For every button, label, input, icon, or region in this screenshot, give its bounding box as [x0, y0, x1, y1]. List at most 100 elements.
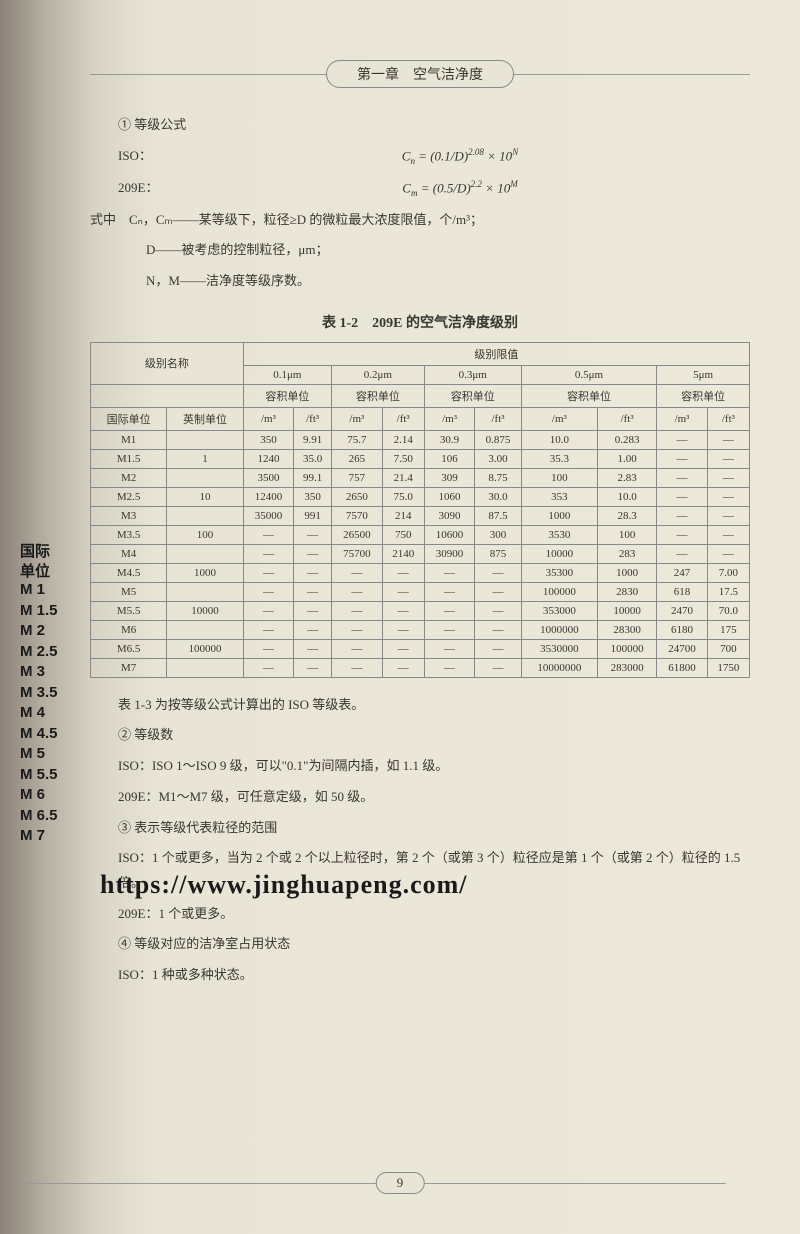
- overlay-row-label: M 6: [20, 787, 58, 808]
- section-2-title: ② 等级数: [90, 723, 750, 748]
- overlay-header: 国际单位: [20, 542, 58, 582]
- u-m3-4: /m³: [657, 407, 708, 430]
- cell-value: 1240: [243, 449, 294, 468]
- cell-value: 70.0: [707, 601, 749, 620]
- cell-value: —: [294, 544, 332, 563]
- cell-value: —: [243, 563, 294, 582]
- cell-value: —: [332, 620, 383, 639]
- u-m3-3: /m³: [521, 407, 597, 430]
- cell-value: —: [243, 658, 294, 677]
- cell-value: 1750: [707, 658, 749, 677]
- cell-value: —: [657, 525, 708, 544]
- cell-value: 1060: [424, 487, 475, 506]
- cell-value: —: [382, 563, 424, 582]
- overlay-row-label: M 2.5: [20, 644, 58, 665]
- cell-value: —: [424, 582, 475, 601]
- cell-eng: 100000: [167, 639, 243, 658]
- size-4: 5μm: [657, 365, 750, 384]
- cell-value: —: [657, 544, 708, 563]
- page-number-value: 9: [376, 1172, 425, 1194]
- cell-value: 100000: [521, 582, 597, 601]
- table-row: M6.5100000——————353000010000024700700: [91, 639, 750, 658]
- cell-value: —: [657, 430, 708, 449]
- cell-value: —: [657, 506, 708, 525]
- cell-value: 3.00: [475, 449, 521, 468]
- cell-value: 100: [521, 468, 597, 487]
- table-row: M4.51000——————3530010002477.00: [91, 563, 750, 582]
- cell-value: —: [294, 620, 332, 639]
- cell-value: —: [243, 639, 294, 658]
- s2-line1: ISO：ISO 1～ISO 9 级，可以"0.1"为间隔内插，如 1.1 级。: [90, 754, 750, 779]
- cell-value: 283000: [598, 658, 657, 677]
- cell-value: —: [475, 639, 521, 658]
- cell-value: 35000: [243, 506, 294, 525]
- s3-line2: 209E：1 个或更多。: [90, 902, 750, 927]
- formula-209e: 209E： Cm = (0.5/D)2.2 × 10M: [90, 176, 750, 202]
- cell-value: 875: [475, 544, 521, 563]
- table-row: M5.510000——————35300010000247070.0: [91, 601, 750, 620]
- cell-value: 106: [424, 449, 475, 468]
- cell-value: —: [382, 639, 424, 658]
- cell-value: 21.4: [382, 468, 424, 487]
- table-row: M2350099.175721.43098.751002.83——: [91, 468, 750, 487]
- cell-value: 30.0: [475, 487, 521, 506]
- cell-value: 0.283: [598, 430, 657, 449]
- cell-eng: 10000: [167, 601, 243, 620]
- header-top: 级别限值: [243, 342, 749, 365]
- cell-eng: [167, 468, 243, 487]
- overlay-row-label: M 3.5: [20, 685, 58, 706]
- cell-value: 3530: [521, 525, 597, 544]
- u-ft3-1: /ft³: [382, 407, 424, 430]
- cell-eng: 1: [167, 449, 243, 468]
- cell-value: 61800: [657, 658, 708, 677]
- cell-value: 3530000: [521, 639, 597, 658]
- cell-value: 7.50: [382, 449, 424, 468]
- cell-value: —: [243, 544, 294, 563]
- cell-value: 0.875: [475, 430, 521, 449]
- cell-value: 100: [598, 525, 657, 544]
- cell-intl: M1.5: [91, 449, 167, 468]
- var-def-3: N，M——洁净度等级序数。: [90, 269, 750, 294]
- cell-value: 300: [475, 525, 521, 544]
- e209-equation: Cm = (0.5/D)2.2 × 10M: [170, 176, 750, 202]
- u-ft3-4: /ft³: [707, 407, 749, 430]
- size-0: 0.1μm: [243, 365, 331, 384]
- formula-iso: ISO： Cn = (0.1/D)2.08 × 10N: [90, 144, 750, 170]
- cell-value: 2.14: [382, 430, 424, 449]
- cell-eng: 1000: [167, 563, 243, 582]
- col-intl: 国际单位: [91, 407, 167, 430]
- vol-1: 容积单位: [332, 384, 425, 407]
- col-name: 级别名称: [91, 342, 244, 384]
- cell-value: —: [424, 620, 475, 639]
- cell-value: —: [382, 658, 424, 677]
- table-title: 表 1-2 209E 的空气洁净度级别: [90, 312, 750, 332]
- overlay-row-label: M 4: [20, 705, 58, 726]
- table-row: M6——————1000000283006180175: [91, 620, 750, 639]
- cell-value: —: [382, 620, 424, 639]
- cell-value: —: [332, 563, 383, 582]
- cell-value: 700: [707, 639, 749, 658]
- cell-value: 75700: [332, 544, 383, 563]
- cell-value: 2.83: [598, 468, 657, 487]
- cell-value: 30900: [424, 544, 475, 563]
- section-3-title: ③ 表示等级代表粒径的范围: [90, 816, 750, 841]
- cell-value: —: [332, 639, 383, 658]
- overlay-row-label: M 2: [20, 623, 58, 644]
- cell-value: 35.3: [521, 449, 597, 468]
- cell-value: 1000000: [521, 620, 597, 639]
- cell-value: —: [424, 658, 475, 677]
- cell-intl: M6.5: [91, 639, 167, 658]
- cell-value: 7.00: [707, 563, 749, 582]
- cell-value: 28.3: [598, 506, 657, 525]
- cell-value: 1.00: [598, 449, 657, 468]
- size-1: 0.2μm: [332, 365, 425, 384]
- cell-value: 17.5: [707, 582, 749, 601]
- cell-value: 265: [332, 449, 383, 468]
- cell-intl: M4: [91, 544, 167, 563]
- cell-value: 991: [294, 506, 332, 525]
- u-m3-2: /m³: [424, 407, 475, 430]
- cell-value: —: [424, 639, 475, 658]
- cell-value: 350: [294, 487, 332, 506]
- s2-line2: 209E：M1～M7 级，可任意定级，如 50 级。: [90, 785, 750, 810]
- cell-value: —: [294, 563, 332, 582]
